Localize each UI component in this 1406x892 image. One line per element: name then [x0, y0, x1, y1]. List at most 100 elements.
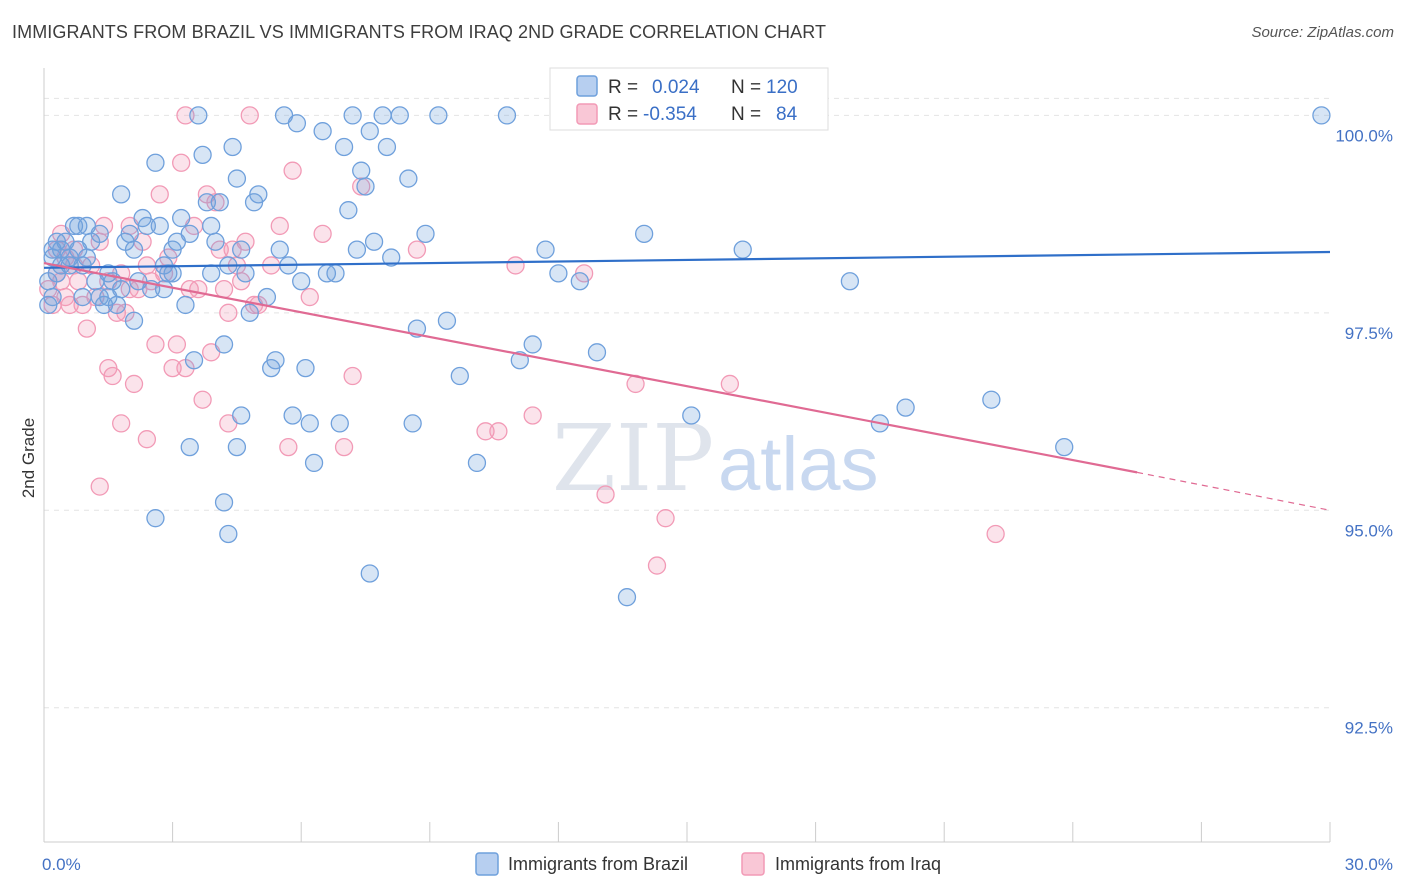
point-brazil-87 [536, 240, 555, 259]
point-brazil-91 [617, 588, 637, 607]
legend-brazil-r-label: R = [608, 77, 638, 98]
point-brazil-124 [154, 279, 174, 299]
point-brazil-112 [124, 311, 144, 330]
point-brazil-98 [896, 398, 915, 417]
point-brazil-107 [232, 406, 251, 425]
point-brazil-41 [210, 193, 229, 212]
point-brazil-74 [382, 248, 401, 267]
point-brazil-57 [287, 114, 307, 133]
point-iraq-59 [476, 422, 495, 441]
point-brazil-82 [450, 366, 469, 386]
legend-brazil-swatch [576, 75, 598, 97]
point-iraq-60 [489, 422, 508, 441]
point-brazil-39 [202, 216, 221, 236]
legend-brazil-r-value: 0.024 [652, 77, 700, 98]
point-brazil-119 [283, 406, 302, 425]
point-iraq-69 [720, 374, 740, 394]
legend-brazil-n-label: N = [731, 77, 761, 98]
point-iraq-76 [137, 430, 157, 449]
watermark-atlas: atlas [718, 422, 879, 507]
point-brazil-59 [300, 414, 319, 433]
point-iraq-55 [334, 437, 354, 457]
legend-iraq-r-label: R = [608, 104, 638, 125]
point-brazil-33 [176, 295, 195, 315]
point-brazil-69 [356, 177, 375, 196]
point-iraq-74 [90, 477, 109, 496]
trend-line-brazil [43, 250, 1331, 269]
point-iraq-67 [656, 509, 675, 528]
point-brazil-81 [437, 311, 457, 330]
point-brazil-66 [343, 106, 362, 125]
y-tick-label-2: 97.5% [1345, 324, 1393, 343]
legend-iraq-n-value: 84 [776, 104, 798, 125]
point-brazil-26 [146, 153, 165, 172]
point-brazil-64 [330, 414, 349, 433]
point-brazil-34 [180, 224, 199, 244]
point-iraq-26 [150, 185, 169, 204]
y-tick-label-0: 92.5% [1345, 719, 1393, 738]
point-brazil-93 [682, 406, 701, 425]
point-brazil-42 [214, 335, 234, 354]
source-label: Source: ZipAtlas.com [1251, 24, 1394, 41]
point-brazil-48 [240, 303, 259, 322]
point-iraq-61 [506, 256, 525, 275]
point-brazil-108 [360, 564, 379, 583]
bottom-legend-brazil-swatch [475, 852, 499, 876]
point-brazil-75 [390, 106, 409, 125]
point-brazil-86 [523, 335, 542, 354]
point-brazil-105 [214, 493, 234, 512]
y-tick-labels: 92.5% 95.0% 97.5% 100.0% [1335, 126, 1393, 737]
point-brazil-102 [180, 437, 199, 457]
point-brazil-65 [334, 137, 354, 157]
point-iraq-57 [352, 177, 371, 196]
point-iraq-32 [176, 106, 195, 125]
point-brazil-120 [296, 358, 315, 378]
point-brazil-122 [339, 201, 358, 220]
point-brazil-77 [403, 414, 422, 433]
gridlines [44, 97, 1330, 709]
point-brazil-60 [304, 453, 324, 473]
point-brazil-96 [840, 272, 860, 291]
point-iraq-20 [124, 374, 144, 394]
point-brazil-9 [73, 287, 92, 307]
point-brazil-36 [189, 106, 208, 125]
point-brazil-35 [184, 351, 204, 370]
point-iraq-52 [283, 161, 302, 180]
trend-line-iraq-extension [1136, 471, 1331, 511]
point-brazil-67 [347, 240, 367, 259]
point-brazil-117 [43, 248, 62, 267]
point-iraq-51 [270, 216, 289, 236]
point-brazil-61 [313, 122, 332, 141]
point-brazil-40 [206, 232, 225, 251]
point-brazil-50 [249, 185, 268, 204]
point-brazil-21 [124, 240, 144, 259]
point-iraq-25 [146, 335, 165, 354]
point-iraq-56 [343, 366, 362, 386]
legend-iraq-r-value: -0.354 [643, 104, 697, 125]
point-iraq-47 [240, 106, 259, 125]
point-brazil-103 [146, 509, 165, 528]
point-brazil-47 [236, 264, 255, 283]
point-iraq-71 [986, 524, 1005, 544]
point-iraq-41 [214, 279, 234, 299]
chart-title: IMMIGRANTS FROM BRAZIL VS IMMIGRANTS FRO… [12, 22, 827, 42]
point-brazil-101 [1312, 106, 1331, 125]
point-brazil-104 [219, 524, 238, 544]
point-brazil-18 [112, 185, 131, 204]
point-brazil-94 [733, 240, 752, 259]
point-iraq-75 [112, 414, 131, 433]
point-brazil-73 [377, 137, 397, 157]
x-tick-label-0: 0.0% [42, 855, 81, 874]
point-brazil-45 [227, 169, 247, 188]
point-brazil-90 [587, 343, 607, 362]
point-brazil-118 [90, 224, 109, 244]
bottom-legend-iraq-label: Immigrants from Iraq [775, 854, 941, 874]
point-brazil-83 [467, 453, 487, 473]
point-iraq-58 [407, 240, 427, 259]
point-brazil-125 [112, 279, 131, 299]
trend-lines [43, 250, 1331, 511]
point-brazil-113 [163, 264, 182, 283]
legend-iraq-n-label: N = [731, 104, 761, 125]
point-brazil-70 [360, 122, 379, 141]
axes [43, 68, 1331, 843]
